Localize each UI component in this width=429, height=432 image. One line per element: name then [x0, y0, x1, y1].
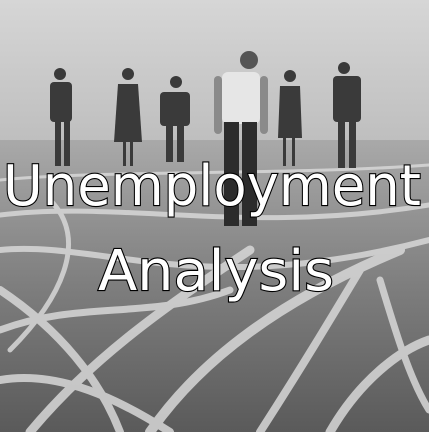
title-line-2: Analysis	[98, 239, 334, 304]
people	[50, 51, 361, 226]
title-line-1: Unemployment	[3, 154, 421, 219]
ropes	[0, 163, 429, 432]
